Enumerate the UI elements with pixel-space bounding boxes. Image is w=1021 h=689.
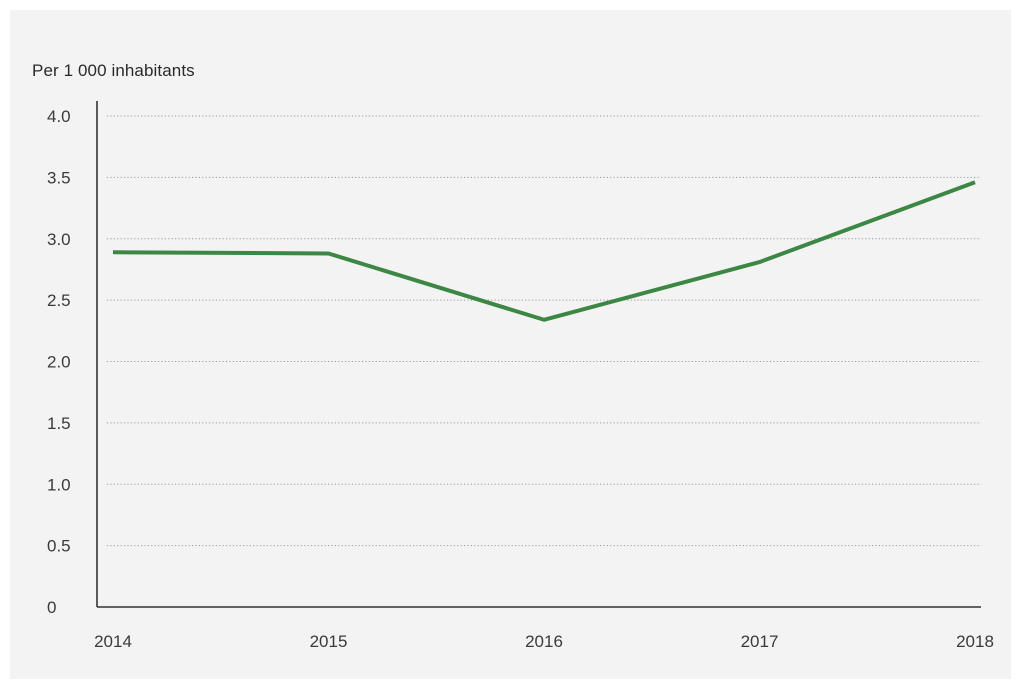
gridlines bbox=[107, 115, 981, 547]
y-axis-ticks: 0 0.5 1.0 1.5 2.0 2.5 3.0 3.5 4.0 bbox=[47, 107, 71, 617]
y-unit-label: Per 1 000 inhabitants bbox=[32, 61, 195, 80]
y-tick-label: 0.5 bbox=[47, 537, 71, 556]
x-tick-label: 2016 bbox=[525, 632, 563, 651]
x-tick-label: 2017 bbox=[741, 632, 779, 651]
y-tick-label: 3.5 bbox=[47, 168, 71, 187]
y-tick-label: 4.0 bbox=[47, 107, 71, 126]
x-axis-ticks: 2014 2015 2016 2017 2018 bbox=[94, 632, 994, 651]
x-tick-label: 2018 bbox=[956, 632, 994, 651]
x-tick-label: 2015 bbox=[310, 632, 348, 651]
y-tick-label: 1.0 bbox=[47, 475, 71, 494]
series-layer bbox=[112, 180, 976, 322]
x-tick-label: 2014 bbox=[94, 632, 132, 651]
y-tick-label: 2.5 bbox=[47, 291, 71, 310]
y-tick-label: 1.5 bbox=[47, 414, 71, 433]
y-tick-label: 3.0 bbox=[47, 230, 71, 249]
y-tick-label: 2.0 bbox=[47, 353, 71, 372]
chart-panel bbox=[10, 10, 1011, 679]
y-tick-label: 0 bbox=[47, 598, 56, 617]
series-line-1 bbox=[112, 180, 976, 322]
